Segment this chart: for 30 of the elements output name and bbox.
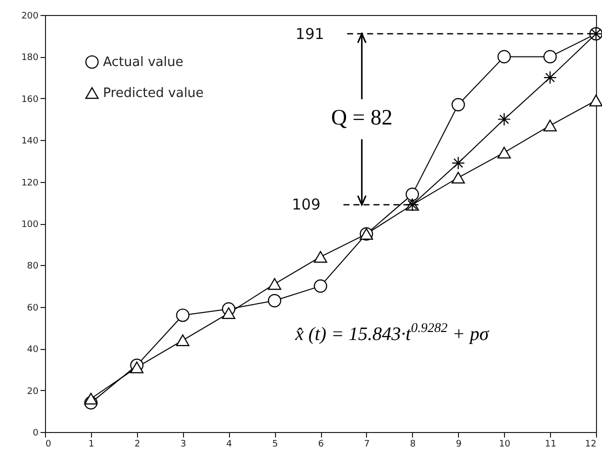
x-tick-label: 10 — [498, 440, 511, 450]
y-tick-label: 200 — [21, 12, 39, 22]
x-tick-label: 2 — [134, 440, 140, 450]
y-tick-label: 140 — [21, 136, 39, 147]
x-tick-label: 7 — [364, 440, 370, 450]
legend-label: Predicted value — [103, 86, 204, 101]
y-tick-label: 160 — [21, 94, 39, 105]
x-tick-label: 12 — [585, 440, 596, 450]
y-tick-label: 100 — [21, 220, 39, 230]
x-tick-label: 1 — [88, 440, 94, 450]
x-tick-label: 0 — [46, 440, 52, 450]
x-tick-label: 8 — [410, 440, 416, 450]
y-tick-label: 180 — [21, 53, 39, 64]
x-tick-label: 6 — [318, 440, 324, 450]
annotation: Q = 82 — [331, 104, 392, 130]
y-tick-label: 0 — [32, 428, 39, 438]
y-tick-label: 20 — [27, 386, 39, 397]
annotation: x̂ (t) = 15.843·t$^{0.9282}$ + pσ — [294, 320, 490, 346]
x-tick-label: 4 — [226, 440, 232, 450]
x-tick-label: 9 — [456, 440, 462, 450]
legend-label: Actual value — [103, 55, 184, 70]
ref-line-label: 109 — [292, 196, 320, 214]
y-tick-label: 120 — [21, 178, 39, 188]
y-tick-label: 40 — [27, 345, 39, 356]
x-tick-label: 3 — [180, 440, 186, 450]
ref-line-label: 191 — [296, 24, 324, 43]
y-tick-label: 80 — [27, 262, 39, 272]
x-tick-label: 5 — [272, 440, 278, 450]
x-tick-label: 11 — [544, 440, 556, 450]
y-tick-label: 60 — [27, 303, 39, 314]
